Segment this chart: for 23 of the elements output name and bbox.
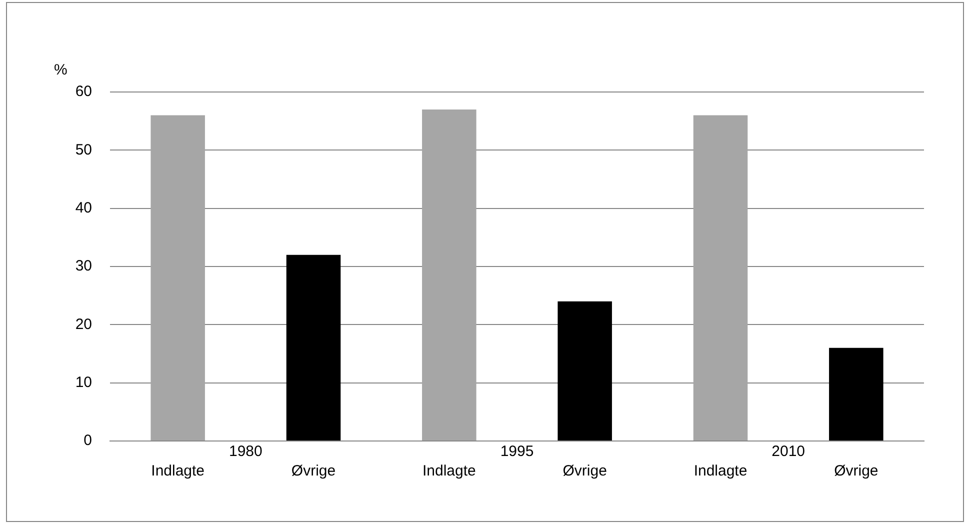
y-tick-label: 50 <box>75 141 92 158</box>
y-tick-label: 0 <box>84 432 92 450</box>
bar <box>286 254 341 440</box>
y-axis-title: % <box>54 62 68 79</box>
y-tick-label: 40 <box>75 199 92 216</box>
series-label: Indlagte <box>151 462 205 480</box>
x-tick-label: 2010 <box>772 443 806 460</box>
y-tick-label: 30 <box>75 258 92 275</box>
text: Indlagte <box>694 462 748 480</box>
x-tick-label: 1980 <box>228 443 262 460</box>
bar <box>693 115 748 440</box>
bar <box>558 301 612 440</box>
text: Indlagte <box>422 462 476 480</box>
x-tick-label: 1995 <box>500 443 534 460</box>
bar <box>829 348 884 440</box>
text: Øvrige <box>562 462 607 480</box>
bar <box>422 109 476 440</box>
text: Øvrige <box>834 462 878 480</box>
y-tick-label: 20 <box>75 316 92 333</box>
bar <box>150 115 205 440</box>
series-label: Øvrige <box>291 462 336 480</box>
y-tick-label: 60 <box>75 83 92 100</box>
y-tick-label: 10 <box>75 374 92 391</box>
